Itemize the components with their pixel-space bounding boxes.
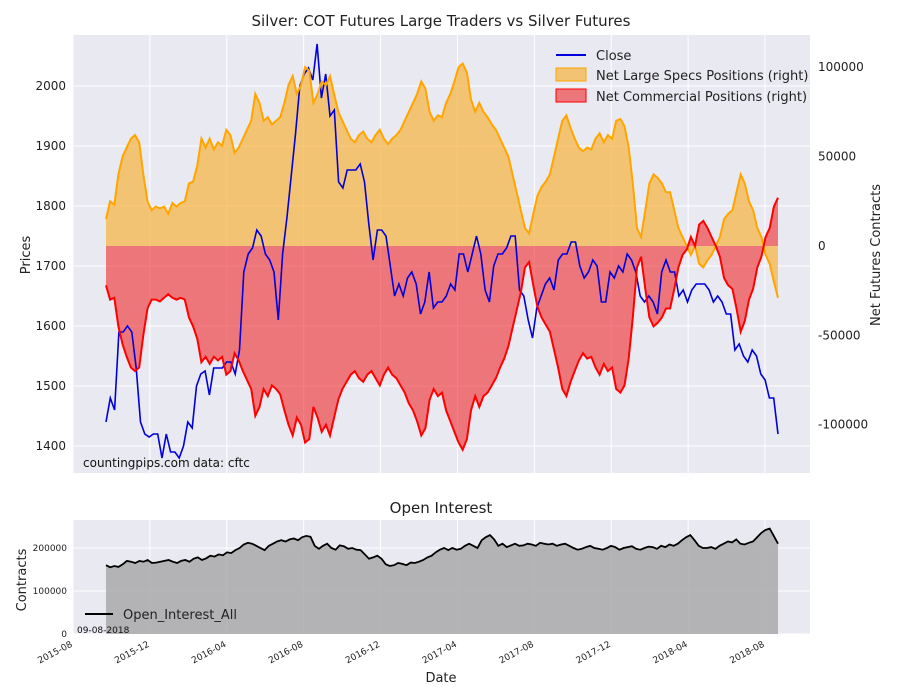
left-tick-label: 1400 <box>35 439 66 453</box>
data-source: data: cftc <box>193 456 250 470</box>
legend-close-label: Close <box>596 49 631 64</box>
top-chart-title: Silver: COT Futures Large Traders vs Sil… <box>252 12 631 30</box>
bottom-legend: Open_Interest_All <box>85 608 237 623</box>
left-tick-label: 1600 <box>35 319 66 333</box>
open-interest-chart: 0 100000 200000 2015-08 2015-12 2016-04 2016-… <box>15 499 810 686</box>
bottom-chart-title: Open Interest <box>390 499 493 517</box>
date-tick-label: 2015-12 <box>113 640 151 666</box>
left-tick-label: 1800 <box>35 199 66 213</box>
bottom-tick-label: 0 <box>61 630 67 640</box>
legend-comm-label: Net Commercial Positions (right) <box>596 90 807 105</box>
date-axis-ticks: 2015-08 2015-12 2016-04 2016-08 2016-12 2017-… <box>37 640 767 667</box>
legend-specs-label: Net Large Specs Positions (right) <box>596 69 808 84</box>
right-tick-label: -100000 <box>818 418 868 432</box>
right-axis-ticks: -100000 -50000 0 50000 100000 <box>818 60 868 432</box>
top-legend: Close Net Large Specs Positions (right) … <box>555 49 808 105</box>
x-axis-label: Date <box>425 671 456 686</box>
date-tick-label: 2018-08 <box>729 640 767 667</box>
bottom-tick-label: 200000 <box>33 544 68 554</box>
legend-comm-swatch <box>555 88 587 103</box>
date-tick-label: 2016-08 <box>267 640 305 667</box>
right-tick-label: 0 <box>818 239 826 253</box>
left-axis-ticks: 1400 1500 1600 1700 1800 1900 2000 <box>35 79 66 453</box>
bottom-y-ticks: 0 100000 200000 <box>33 544 68 640</box>
right-tick-label: -50000 <box>818 328 861 342</box>
specs-area <box>106 63 778 298</box>
date-tick-label: 2018-04 <box>652 640 690 667</box>
date-tick-label: 2016-04 <box>190 640 228 667</box>
price-cot-chart: 1400 1500 1600 1700 1800 1900 2000 -100000 -500… <box>19 12 884 473</box>
date-tick-label: 2015-08 <box>37 640 75 667</box>
right-tick-label: 50000 <box>818 150 856 164</box>
legend-specs-swatch <box>555 67 587 82</box>
commercial-line <box>105 197 779 453</box>
left-tick-label: 1900 <box>35 139 66 153</box>
watermark: countingpips.com <box>83 456 190 470</box>
date-note: 09-08-2018 <box>77 626 130 636</box>
open-interest-area <box>106 528 778 634</box>
open-interest-line <box>105 527 779 569</box>
right-axis-label: Net Futures Contracts <box>869 184 884 326</box>
specs-line <box>105 61 779 299</box>
date-tick-label: 2017-12 <box>575 640 613 666</box>
date-tick-label: 2016-12 <box>344 640 382 666</box>
right-tick-label: 100000 <box>818 60 864 74</box>
left-tick-label: 1500 <box>35 379 66 393</box>
date-tick-label: 2017-08 <box>498 640 536 667</box>
left-tick-label: 1700 <box>35 259 66 273</box>
legend-oi-label: Open_Interest_All <box>123 608 237 623</box>
left-axis-label: Prices <box>19 236 34 275</box>
bottom-tick-label: 100000 <box>33 587 68 597</box>
bottom-y-label: Contracts <box>15 548 30 611</box>
date-tick-label: 2017-04 <box>421 640 459 667</box>
left-tick-label: 2000 <box>35 79 66 93</box>
close-line <box>105 43 779 460</box>
